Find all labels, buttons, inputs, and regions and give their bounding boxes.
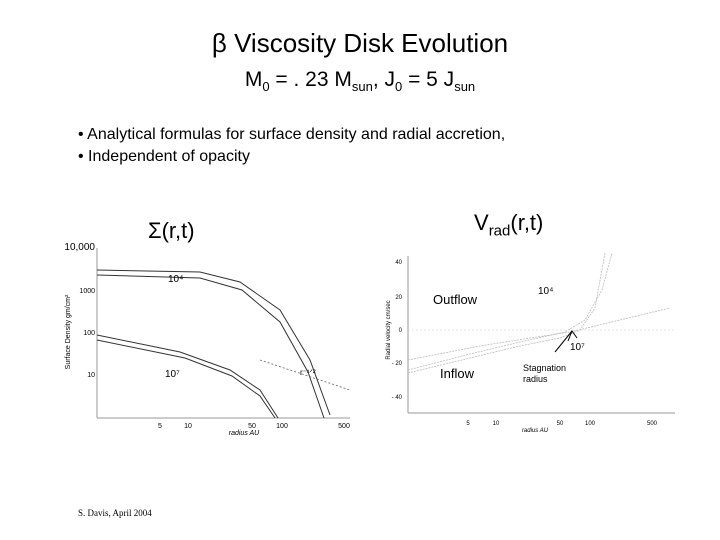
y-tick-label: 20 bbox=[395, 295, 402, 301]
velocity-curve-early-b bbox=[407, 252, 613, 371]
vrad-label: Vrad(r,t) bbox=[474, 210, 543, 239]
density-curve-early-a bbox=[96, 269, 331, 416]
m-eq: = . 23 M bbox=[269, 68, 352, 91]
y-tick-label: 40 bbox=[395, 260, 402, 266]
x-tick-label: 5 bbox=[466, 421, 470, 427]
y-tick-label: - 40 bbox=[392, 395, 403, 401]
bullet-list: • Analytical formulas for surface densit… bbox=[78, 124, 505, 168]
x-axis-label: radius AU bbox=[229, 430, 260, 437]
x-tick-label: 10 bbox=[493, 421, 500, 427]
x-tick-label: 50 bbox=[248, 423, 256, 430]
j-prefix: , J bbox=[372, 68, 395, 91]
slope-label: r⁻¹ᐟ² bbox=[300, 368, 316, 377]
time-label-early: 10⁴ bbox=[538, 286, 553, 297]
bullet-item: • Independent of opacity bbox=[78, 148, 250, 165]
y-tick-label: 0 bbox=[399, 328, 403, 334]
slide-subtitle: M0 = . 23 Msun, J0 = 5 Jsun bbox=[0, 68, 720, 94]
m-unit: sun bbox=[351, 79, 373, 95]
beta-symbol: β bbox=[211, 28, 227, 58]
density-curve-late-a bbox=[96, 334, 279, 419]
j-unit: sun bbox=[454, 79, 476, 95]
x-tick-label: 100 bbox=[585, 421, 596, 427]
title-text: Viscosity Disk Evolution bbox=[234, 28, 509, 58]
vrad-label-tail: (r,t) bbox=[510, 210, 544, 235]
slide-title: β Viscosity Disk Evolution bbox=[0, 28, 720, 59]
vrad-label-main: V bbox=[474, 210, 489, 235]
inflow-label: Inflow bbox=[440, 366, 475, 381]
density-curve-early-b bbox=[96, 274, 325, 419]
velocity-curve-early-a bbox=[407, 252, 606, 374]
velocity-curve-late bbox=[407, 307, 671, 361]
y-tick-label: 100 bbox=[83, 330, 95, 337]
vrad-label-sub: rad bbox=[488, 222, 511, 240]
m-sub: 0 bbox=[262, 79, 270, 95]
x-tick-label: 500 bbox=[647, 421, 658, 427]
x-tick-label: 5 bbox=[158, 423, 162, 430]
radial-velocity-chart: 40 20 0 - 20 - 40 5 10 50 100 500 radius… bbox=[386, 252, 675, 434]
j-sub: 0 bbox=[395, 79, 403, 95]
time-label-late: 10⁷ bbox=[165, 369, 180, 380]
footer-credit: S. Davis, April 2004 bbox=[78, 508, 152, 518]
y-tick-label: - 20 bbox=[392, 361, 403, 367]
x-axis-label: radius AU bbox=[522, 428, 549, 434]
j-eq: = 5 J bbox=[402, 68, 455, 91]
x-tick-label: 50 bbox=[557, 421, 564, 427]
y-axis-label: Radial velocity cm/sec bbox=[386, 300, 392, 359]
m-prefix: M bbox=[244, 68, 263, 91]
outflow-label: Outflow bbox=[433, 292, 478, 307]
stagnation-label: Stagnation radius bbox=[523, 363, 567, 384]
surface-density-chart: 10,000 1000 100 10 5 10 50 100 500 radiu… bbox=[64, 242, 351, 437]
stagnation-label-box: Stagnation radius bbox=[523, 363, 567, 384]
y-tick-label: 10 bbox=[87, 372, 95, 379]
x-tick-label: 100 bbox=[276, 423, 288, 430]
sigma-label: Σ(r,t) bbox=[148, 218, 195, 243]
time-label-early: 10⁴ bbox=[168, 274, 183, 285]
y-axis-label: Surface Density gm/cm² bbox=[65, 294, 72, 369]
y-tick-label: 10,000 bbox=[64, 242, 95, 253]
y-tick-label: 1000 bbox=[79, 288, 95, 295]
x-tick-label: 500 bbox=[338, 423, 350, 430]
density-curve-late-b bbox=[96, 339, 276, 419]
time-label-late: 10⁷ bbox=[570, 342, 585, 353]
stagnation-arrow bbox=[554, 330, 573, 353]
bullet-item: • Analytical formulas for surface densit… bbox=[78, 126, 506, 143]
x-tick-label: 10 bbox=[184, 423, 192, 430]
